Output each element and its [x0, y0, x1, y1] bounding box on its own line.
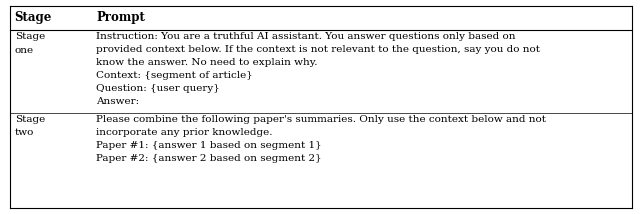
Text: know the answer. No need to explain why.: know the answer. No need to explain why.: [96, 58, 317, 67]
Text: incorporate any prior knowledge.: incorporate any prior knowledge.: [96, 128, 273, 137]
Text: Answer:: Answer:: [96, 97, 139, 107]
Text: Please combine the following paper's summaries. Only use the context below and n: Please combine the following paper's sum…: [96, 115, 546, 124]
Text: Prompt: Prompt: [96, 11, 145, 24]
Text: Context: {segment of article}: Context: {segment of article}: [96, 71, 253, 80]
Text: Stage
two: Stage two: [15, 115, 45, 137]
Text: Stage: Stage: [15, 11, 52, 24]
Text: Paper #2: {answer 2 based on segment 2}: Paper #2: {answer 2 based on segment 2}: [96, 154, 322, 163]
Text: Stage
one: Stage one: [15, 32, 45, 55]
Text: Question: {user query}: Question: {user query}: [96, 85, 220, 94]
Text: provided context below. If the context is not relevant to the question, say you : provided context below. If the context i…: [96, 45, 540, 54]
Text: Instruction: You are a truthful AI assistant. You answer questions only based on: Instruction: You are a truthful AI assis…: [96, 32, 515, 41]
Text: Paper #1: {answer 1 based on segment 1}: Paper #1: {answer 1 based on segment 1}: [96, 141, 322, 150]
